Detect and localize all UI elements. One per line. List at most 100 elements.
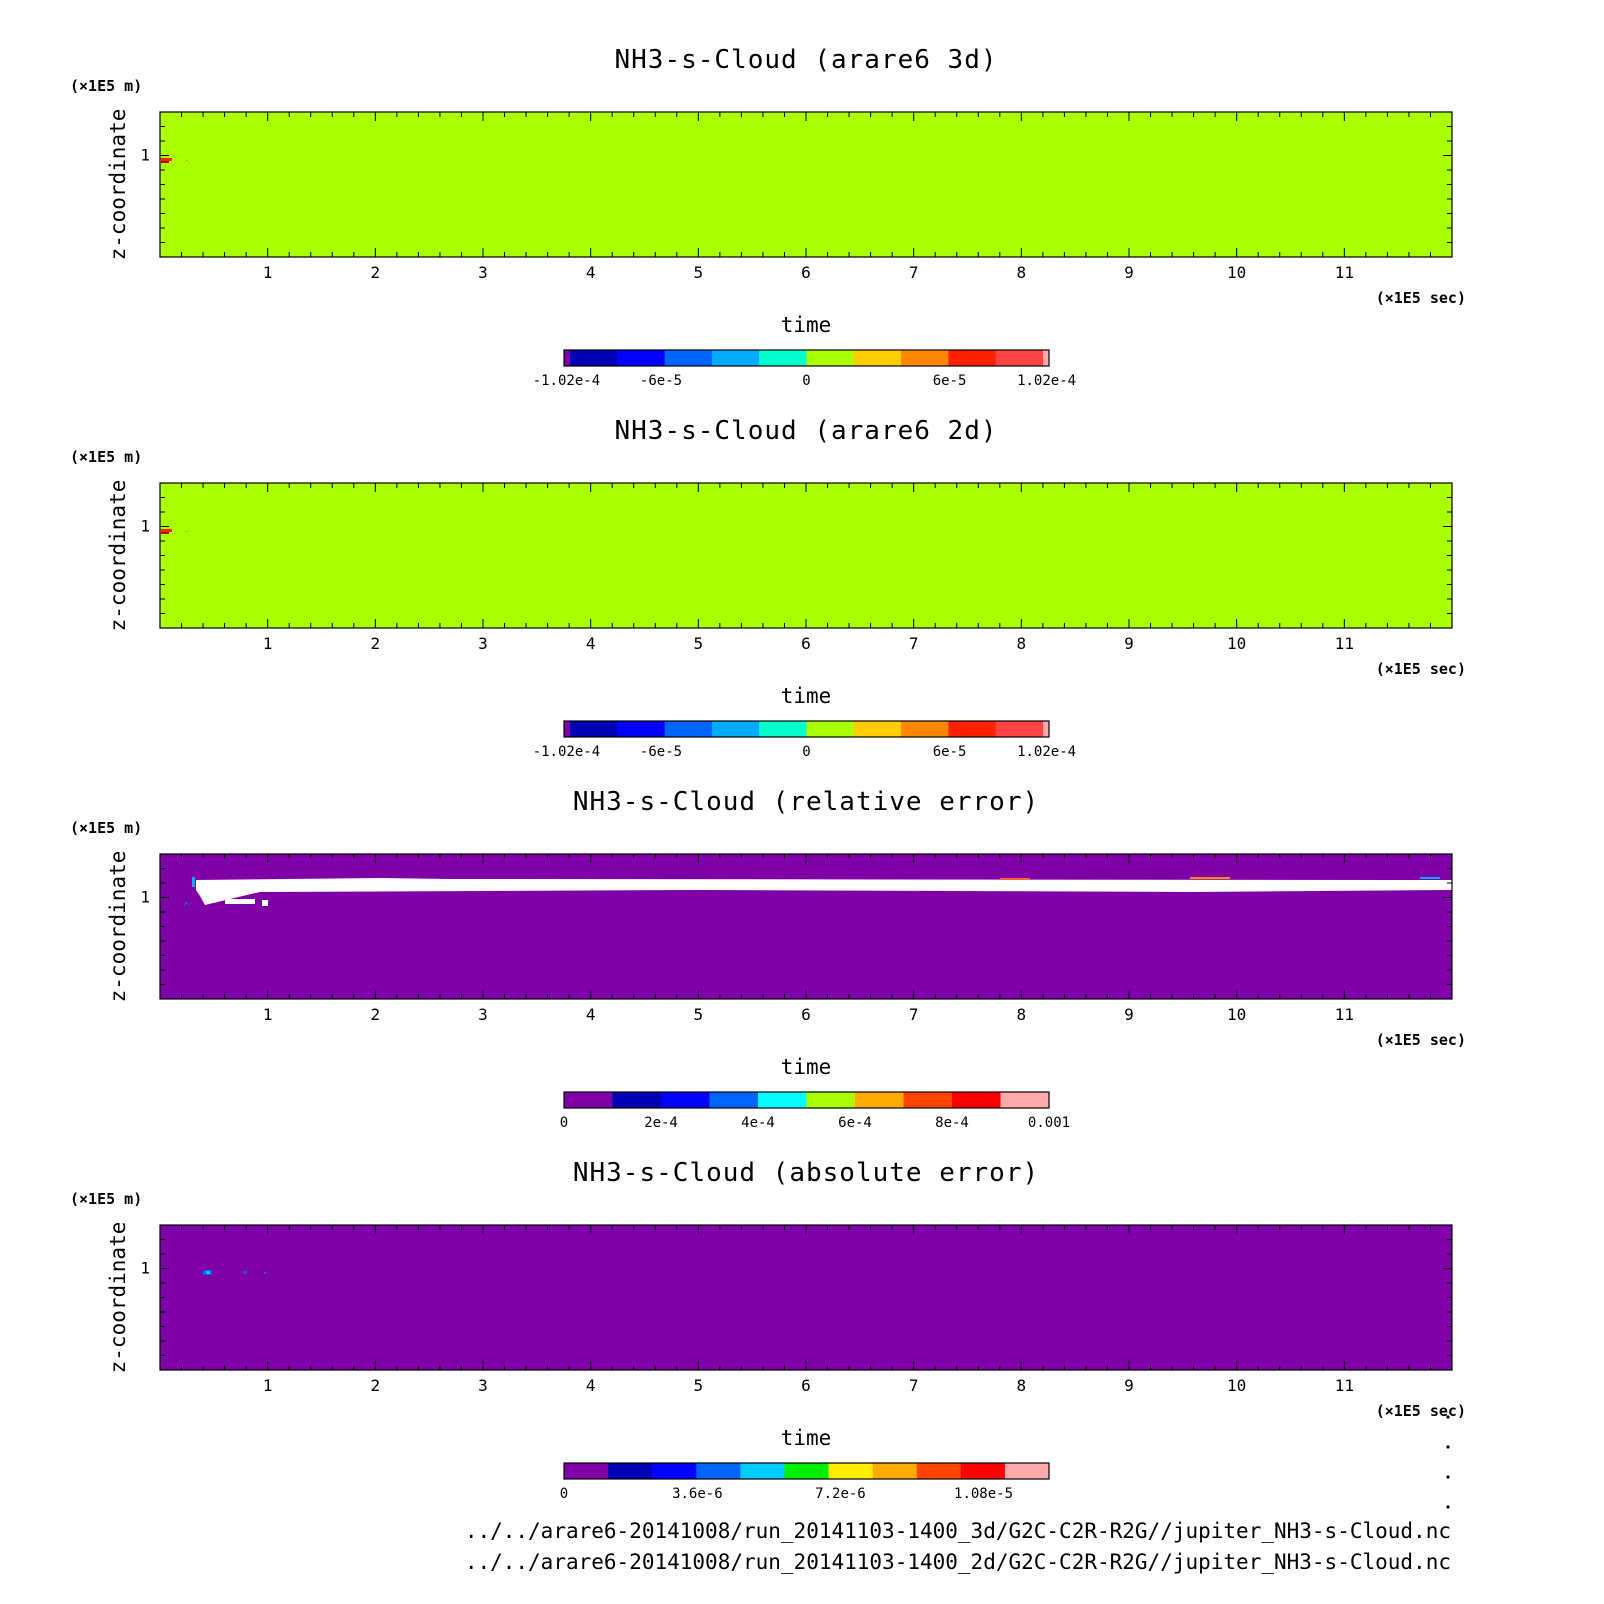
footer-dot — [1446, 1475, 1450, 1479]
x-tick-label: 1 — [263, 1005, 273, 1024]
x-tick-label: 8 — [1017, 1005, 1027, 1024]
x-tick-label: 5 — [694, 634, 704, 653]
x-tick-label: 9 — [1124, 263, 1134, 282]
heatmap-cell — [225, 899, 255, 904]
colorbar-swatch — [570, 721, 618, 737]
x-axis-label: time — [781, 1055, 832, 1079]
heatmap-cell — [161, 158, 172, 161]
x-tick-label: 3 — [478, 634, 488, 653]
colorbar-label: 0.001 — [1028, 1115, 1070, 1131]
heatmap-cell — [264, 1272, 266, 1274]
colorbar-label: 6e-4 — [838, 1115, 872, 1131]
colorbar-swatch — [806, 721, 855, 737]
colorbar-swatch — [696, 1463, 741, 1479]
colorbar-swatch — [564, 350, 570, 366]
colorbar-label: 1.08e-5 — [954, 1486, 1013, 1502]
y-axis-label: z-coordinate — [106, 851, 130, 1003]
heatmap-field — [160, 1225, 1452, 1370]
chart-title: NH3-s-Cloud (arare6 3d) — [614, 45, 997, 75]
x-tick-label: 6 — [801, 1005, 811, 1024]
heatmap-cell — [161, 532, 169, 534]
x-tick-label: 3 — [478, 263, 488, 282]
colorbar-label: 8e-4 — [935, 1115, 969, 1131]
y-axis-label: z-coordinate — [106, 109, 130, 261]
footer-path-3d: ../../arare6-20141008/run_20141103-1400_… — [465, 1519, 1451, 1543]
colorbar-swatch — [617, 721, 666, 737]
x-tick-label: 7 — [909, 1376, 919, 1395]
colorbar-swatch — [652, 1463, 697, 1479]
colorbar-swatch — [916, 1463, 962, 1479]
x-tick-label: 10 — [1227, 634, 1246, 653]
x-tick-label: 5 — [694, 1005, 704, 1024]
x-axis-unit: (×1E5 sec) — [1376, 1402, 1466, 1420]
x-tick-label: 1 — [263, 1376, 273, 1395]
colorbar-swatch — [995, 721, 1044, 737]
y-axis-unit: (×1E5 m) — [70, 448, 142, 466]
x-tick-label: 7 — [909, 1005, 919, 1024]
colorbar-swatch — [709, 1092, 759, 1108]
heatmap-cell — [1190, 877, 1230, 879]
x-tick-label: 7 — [909, 634, 919, 653]
colorbar-swatch — [853, 350, 902, 366]
x-axis-unit: (×1E5 sec) — [1376, 1031, 1466, 1049]
colorbar-swatch — [608, 1463, 653, 1479]
colorbar-swatch — [1004, 1463, 1050, 1479]
colorbar-label: 4e-4 — [741, 1115, 775, 1131]
colorbar-swatch — [855, 1092, 904, 1108]
colorbar-label: 6e-5 — [933, 744, 967, 760]
chart-title: NH3-s-Cloud (arare6 2d) — [614, 416, 997, 446]
colorbar-swatch — [952, 1092, 1001, 1108]
y-axis-unit: (×1E5 m) — [70, 819, 142, 837]
colorbar-label: 1.02e-4 — [1017, 744, 1076, 760]
colorbar-label: -6e-5 — [640, 373, 682, 389]
heatmap-white-band — [196, 878, 1452, 905]
x-axis-label: time — [781, 1426, 832, 1450]
heatmap-cell — [185, 902, 187, 905]
colorbar-label: 0 — [560, 1115, 568, 1131]
colorbar-swatch — [1043, 350, 1049, 366]
x-tick-label: 5 — [694, 263, 704, 282]
colorbar-frame — [563, 349, 1050, 367]
x-tick-label: 7 — [909, 263, 919, 282]
colorbar-swatch — [948, 350, 997, 366]
colorbar-frame — [563, 1462, 1050, 1480]
chart-title: NH3-s-Cloud (relative error) — [573, 787, 1039, 817]
colorbar-swatch — [664, 721, 713, 737]
colorbar-label: -6e-5 — [640, 744, 682, 760]
heatmap-cell — [262, 900, 268, 906]
colorbar-swatch — [872, 1463, 918, 1479]
x-axis-label: time — [781, 684, 832, 708]
footer-dot — [1446, 1445, 1450, 1449]
y-tick-label: 1 — [140, 146, 150, 165]
x-tick-label: 11 — [1335, 1376, 1354, 1395]
y-axis-label: z-coordinate — [106, 1222, 130, 1374]
colorbar-swatch — [664, 350, 713, 366]
x-tick-label: 8 — [1017, 634, 1027, 653]
heatmap-cell — [186, 531, 188, 532]
x-tick-label: 2 — [371, 1005, 381, 1024]
colorbar-frame — [563, 720, 1050, 738]
x-tick-label: 10 — [1227, 1376, 1246, 1395]
colorbar-swatch — [806, 350, 855, 366]
x-tick-label: 4 — [586, 1005, 596, 1024]
x-tick-label: 8 — [1017, 1376, 1027, 1395]
chart-title: NH3-s-Cloud (absolute error) — [573, 1158, 1039, 1188]
footer-dot — [1446, 1505, 1450, 1509]
x-tick-label: 4 — [586, 263, 596, 282]
x-tick-label: 3 — [478, 1005, 488, 1024]
x-tick-label: 6 — [801, 263, 811, 282]
heatmap-cell — [1000, 878, 1030, 880]
x-tick-label: 4 — [586, 634, 596, 653]
colorbar-swatch — [617, 350, 666, 366]
x-tick-label: 1 — [263, 263, 273, 282]
colorbar-swatch — [828, 1463, 874, 1479]
colorbar-swatch — [948, 721, 997, 737]
colorbar-swatch — [995, 350, 1044, 366]
colorbar-swatch — [806, 1092, 856, 1108]
colorbar-label: 0 — [560, 1486, 568, 1502]
colorbar-swatch — [901, 721, 949, 737]
colorbar-label: 2e-4 — [644, 1115, 678, 1131]
footer-path-2d: ../../arare6-20141008/run_20141103-1400_… — [465, 1550, 1451, 1574]
colorbar-swatch — [740, 1463, 785, 1479]
colorbar-swatch — [564, 721, 570, 737]
